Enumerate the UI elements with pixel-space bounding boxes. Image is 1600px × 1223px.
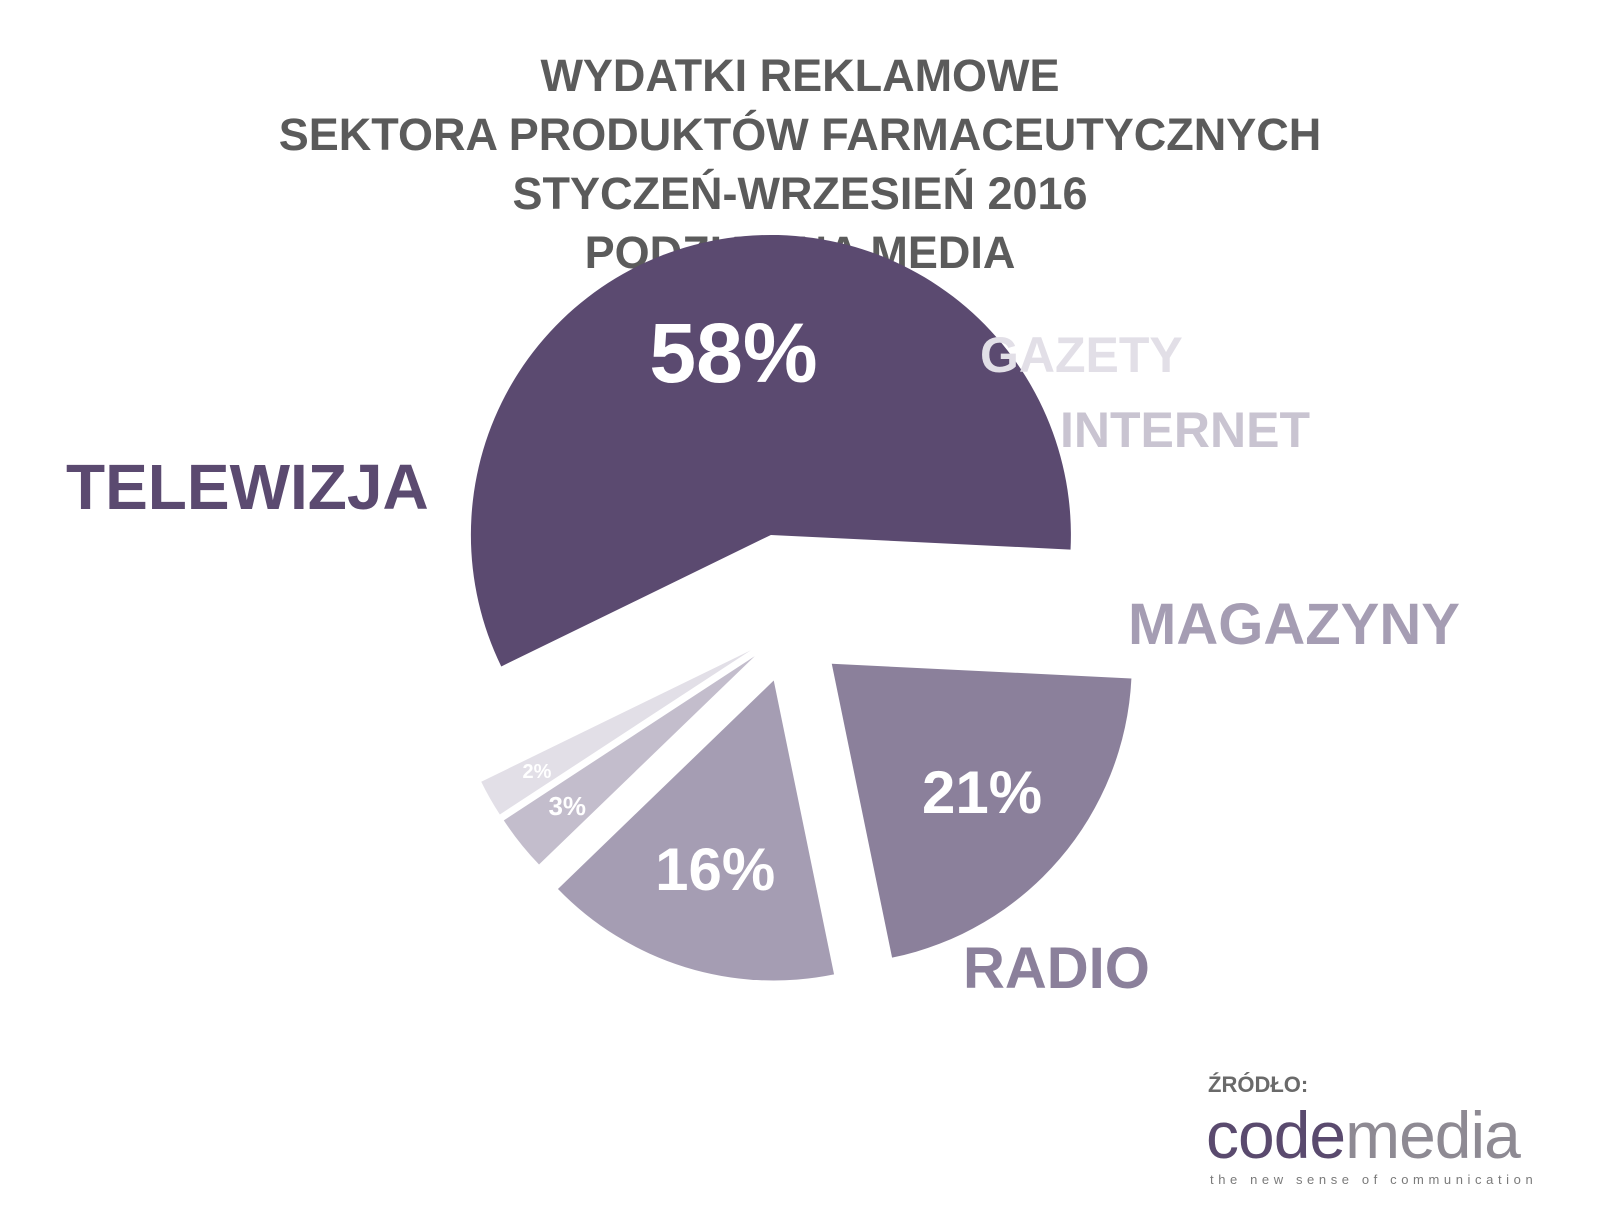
value-label-magazyny: 16% [655,835,776,903]
value-label-telewizja: 58% [649,305,818,400]
pie-slice-radio [831,663,1132,958]
source-label: ŹRÓDŁO: [1208,1072,1309,1097]
chart-title-line-3: STYCZEŃ-WRZESIEŃ 2016 [512,168,1088,219]
chart-title-line-1: WYDATKI REKLAMOWE [540,50,1060,101]
category-label-internet: INTERNET [1060,402,1310,458]
chart-title: WYDATKI REKLAMOWE SEKTORA PRODUKTÓW FARM… [0,46,1600,282]
chart-title-line-2: SEKTORA PRODUKTÓW FARMACEUTYCZNYCH [278,109,1322,160]
value-label-internet: 3% [548,790,587,821]
category-label-radio: RADIO [963,936,1150,1001]
pie-slice-telewizja [470,234,1071,667]
value-label-radio: 21% [922,758,1043,826]
category-label-magazyny: MAGAZYNY [1128,592,1460,657]
logo-part-code: code [1206,1098,1346,1172]
logo-part-media: media [1345,1098,1521,1172]
pie-slice-internet [503,656,755,865]
value-label-gazety: 2% [522,760,552,783]
pie-slice-magazyny [557,680,835,981]
category-label-telewizja: TELEWIZJA [66,451,429,523]
codemedia-logo: codemedia [1206,1102,1521,1168]
category-label-gazety: GAZETY [980,327,1183,383]
pie-slice-gazety [481,650,751,815]
logo-tagline: the new sense of communication [1210,1172,1538,1187]
